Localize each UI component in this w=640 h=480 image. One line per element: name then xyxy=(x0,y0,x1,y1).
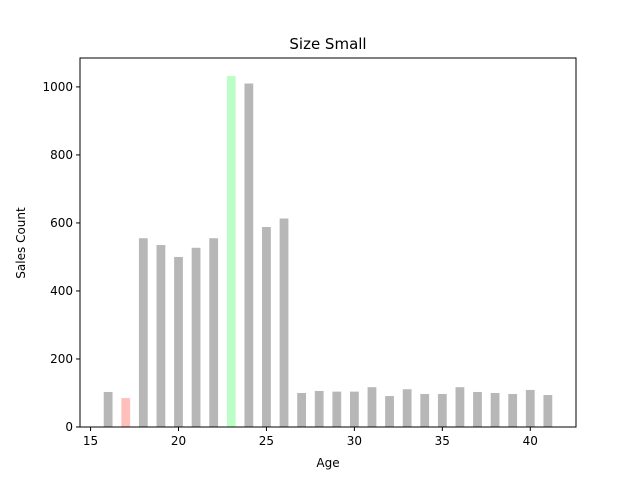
bar-age-28 xyxy=(314,390,324,427)
bar-age-31 xyxy=(367,387,377,427)
bar-age-18 xyxy=(138,238,148,427)
x-axis-label: Age xyxy=(316,456,339,470)
bar-age-17 xyxy=(121,398,131,427)
y-tick-label: 400 xyxy=(50,284,73,298)
x-tick-label: 30 xyxy=(347,434,362,448)
x-tick-label: 25 xyxy=(259,434,274,448)
bar-age-41 xyxy=(543,395,553,427)
bar-age-32 xyxy=(385,396,394,427)
bar-age-40 xyxy=(525,389,535,427)
bar-age-19 xyxy=(156,245,166,427)
x-tick-label: 20 xyxy=(171,434,186,448)
bar-age-25 xyxy=(262,227,271,427)
bar-age-39 xyxy=(508,394,518,427)
bar-age-24 xyxy=(244,83,254,428)
x-tick-label: 15 xyxy=(83,434,98,448)
bar-age-27 xyxy=(297,392,307,427)
bar-age-36 xyxy=(455,387,465,427)
x-tick-label: 40 xyxy=(523,434,538,448)
x-tick-label: 35 xyxy=(435,434,450,448)
bar-age-23 xyxy=(226,76,236,427)
bar-age-33 xyxy=(402,389,412,427)
bar-age-16 xyxy=(103,391,113,427)
bar-age-34 xyxy=(420,394,430,427)
plot-frame xyxy=(79,57,577,428)
bar-age-30 xyxy=(349,391,359,427)
bar-age-29 xyxy=(332,391,342,427)
y-axis-label: Sales Count xyxy=(14,207,28,279)
bar-age-20 xyxy=(174,256,183,427)
y-tick-label: 1000 xyxy=(42,80,73,94)
bar-age-35 xyxy=(437,394,447,427)
bars xyxy=(103,76,553,428)
x-axis-ticks: 15 20 25 30 35 40 xyxy=(83,427,538,448)
bar-age-22 xyxy=(209,238,219,427)
bar-age-26 xyxy=(279,218,289,427)
y-tick-label: 0 xyxy=(65,420,73,434)
bar-age-37 xyxy=(473,391,482,427)
bar-age-38 xyxy=(490,392,500,427)
y-tick-label: 200 xyxy=(50,352,73,366)
chart-title: Size Small xyxy=(289,35,366,53)
y-tick-label: 600 xyxy=(50,216,73,230)
y-tick-label: 800 xyxy=(50,148,73,162)
y-axis-ticks: 0 200 400 600 800 1000 xyxy=(42,80,80,434)
bar-age-21 xyxy=(191,247,201,427)
